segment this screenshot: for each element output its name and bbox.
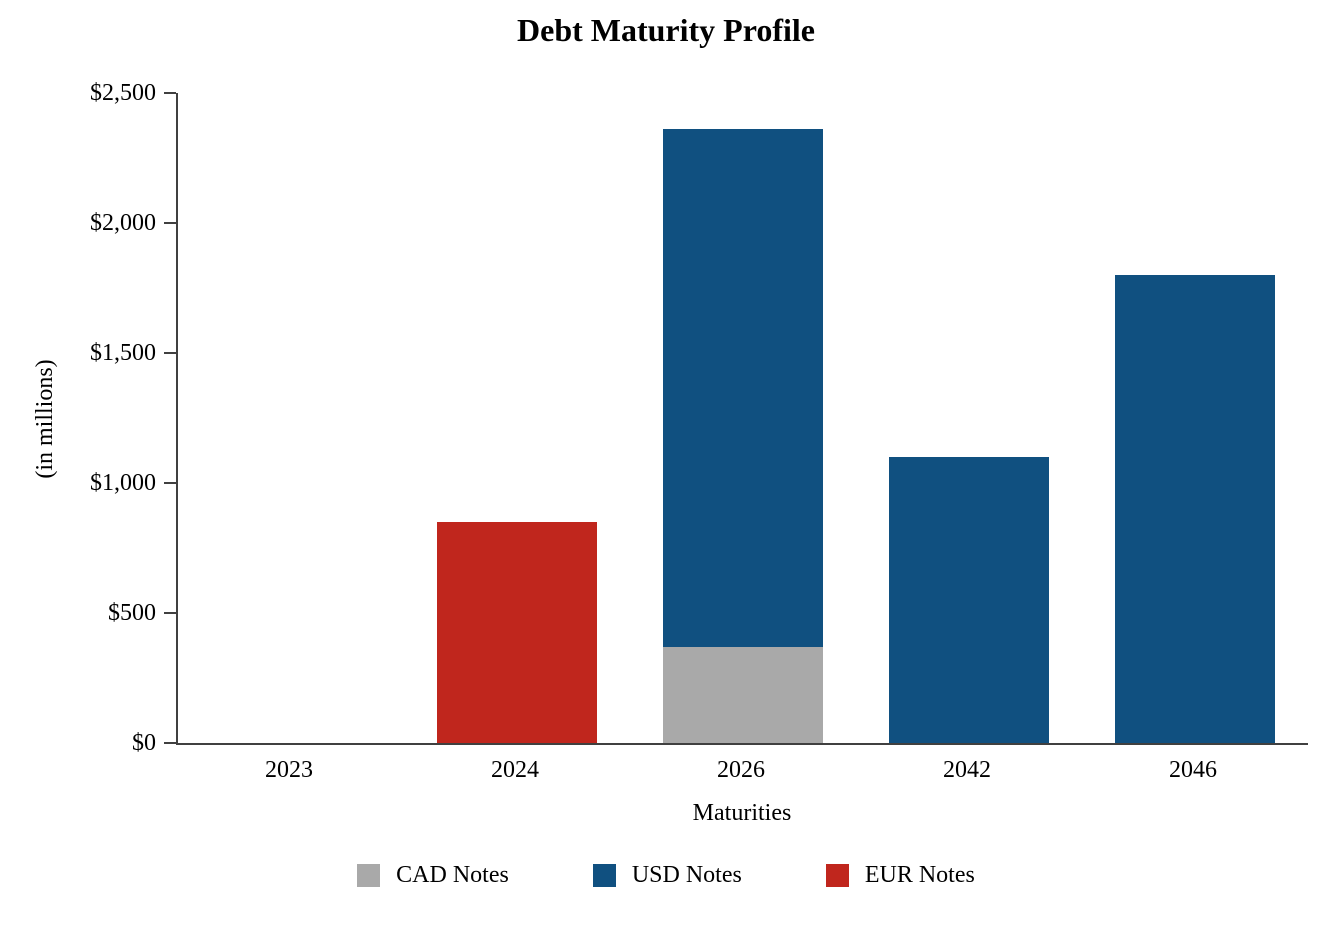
bar-segment-2026-cad-notes (663, 646, 823, 743)
bar-segment-2024-eur-notes (437, 522, 597, 743)
y-tick-label: $2,000 (90, 210, 156, 236)
y-tick-mark (164, 352, 176, 354)
legend-item-cad-notes: CAD Notes (357, 862, 509, 889)
legend-swatch-cad-notes (357, 864, 381, 887)
y-tick-label: $1,000 (90, 470, 156, 496)
x-tick-label: 2026 (717, 757, 765, 783)
x-tick-label: 2042 (943, 757, 991, 783)
legend-label: EUR Notes (864, 862, 975, 888)
bar-segment-2026-usd-notes (663, 129, 823, 647)
legend-item-eur-notes: EUR Notes (825, 862, 975, 889)
legend: CAD Notes USD Notes EUR Notes (0, 862, 1332, 889)
bar-segment-2046-usd-notes (1115, 275, 1275, 743)
y-tick-label: $0 (132, 730, 156, 756)
bar-segment-2042-usd-notes (889, 457, 1049, 743)
y-tick-mark (164, 482, 176, 484)
y-tick-label: $1,500 (90, 340, 156, 366)
y-tick-label: $2,500 (90, 80, 156, 106)
legend-label: USD Notes (631, 862, 742, 888)
y-tick-mark (164, 222, 176, 224)
y-tick-mark (164, 742, 176, 744)
legend-item-usd-notes: USD Notes (592, 862, 742, 889)
legend-swatch-usd-notes (592, 864, 616, 887)
x-axis-title: Maturities (692, 800, 792, 826)
y-axis-title: (in millions) (32, 359, 58, 479)
chart-title: Debt Maturity Profile (517, 12, 815, 48)
legend-label: CAD Notes (396, 862, 509, 888)
plot-area (176, 93, 1308, 745)
x-tick-label: 2024 (491, 757, 539, 783)
legend-swatch-eur-notes (825, 864, 849, 887)
y-tick-label: $500 (108, 600, 156, 626)
y-tick-mark (164, 612, 176, 614)
y-tick-mark (164, 92, 176, 94)
x-tick-label: 2046 (1169, 757, 1217, 783)
x-tick-label: 2023 (265, 757, 313, 783)
